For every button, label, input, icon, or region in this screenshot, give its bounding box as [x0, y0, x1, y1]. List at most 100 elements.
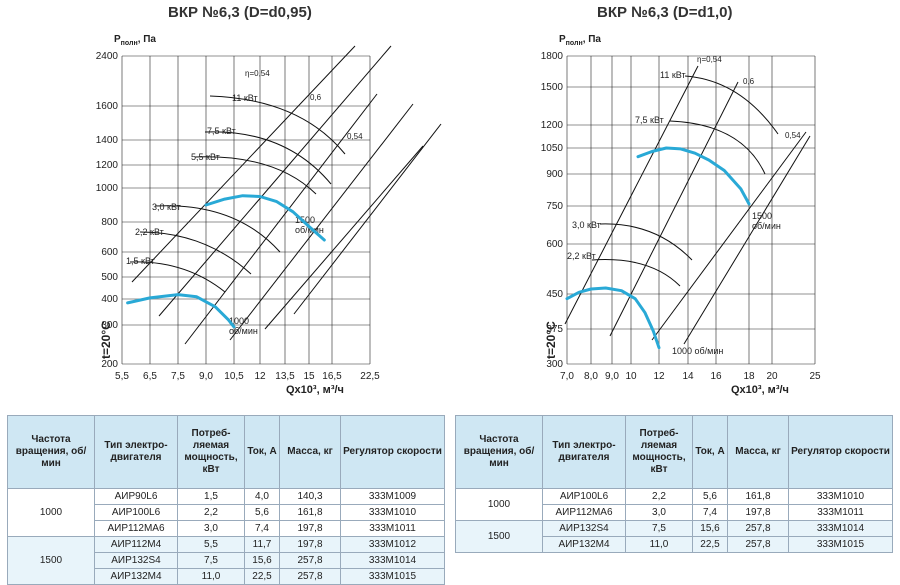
current-cell: 22,5	[244, 568, 280, 585]
regulator-cell: 333М1010	[340, 504, 445, 521]
power-curve	[591, 259, 681, 287]
x-tick-label: 7,0	[560, 371, 574, 382]
power-curve	[154, 205, 281, 253]
x-tick-label: 16,5	[322, 371, 342, 382]
mass-cell: 161,8	[279, 504, 341, 521]
col-header-power: Потреб-ляемая мощность, кВт	[625, 415, 693, 489]
y-tick-label: 600	[101, 247, 118, 258]
table-row: АИР112МА6 3,0 7,4 197,8 333М1011	[456, 504, 893, 521]
motor-cell: АИР112М4	[94, 536, 178, 553]
regulator-cell: 333М1012	[340, 536, 445, 553]
speed-label: об/мин	[752, 221, 781, 231]
regulator-cell: 333М1010	[788, 488, 893, 505]
motor-table-left: Частота вращения, об/мин Тип электро-дви…	[7, 415, 445, 585]
mass-cell: 197,8	[727, 504, 789, 521]
y-tick-label: 400	[101, 294, 118, 305]
power-label: 2,2 кВт	[135, 227, 164, 237]
system-line	[158, 45, 392, 317]
y-tick-label: 800	[101, 217, 118, 228]
power-label: 1,5 кВт	[126, 256, 155, 266]
y-tick-label: 750	[546, 201, 563, 212]
col-header-regulator: Регулятор скорости	[788, 415, 893, 489]
col-header-mass: Масса, кг	[279, 415, 341, 489]
speed-label: 1500	[752, 211, 772, 221]
mass-cell: 257,8	[279, 552, 341, 569]
y-tick-label: 1500	[541, 82, 564, 93]
power-label: 3,0 кВт	[152, 202, 181, 212]
mass-cell: 197,8	[279, 536, 341, 553]
regulator-cell: 333М1011	[340, 520, 445, 537]
speed-label: об/мин	[295, 225, 324, 235]
motor-cell: АИР90L6	[94, 488, 178, 505]
chart-title-left: ВКР №6,3 (D=d0,95)	[168, 4, 312, 21]
power-label: 5,5 кВт	[191, 152, 220, 162]
efficiency-label: 0,6	[310, 93, 322, 102]
table-row: 1500 АИР132S4 7,5 15,6 257,8 333М1014	[455, 520, 893, 553]
y-axis-label: Pполн, Па	[559, 34, 601, 47]
power-label: 11 кВт	[232, 93, 258, 103]
system-line	[184, 93, 378, 345]
speed-label: 1500	[295, 215, 315, 225]
x-tick-label: 18	[743, 371, 755, 382]
system-line	[683, 135, 811, 345]
x-tick-label: 8,0	[584, 371, 598, 382]
y-tick-label: 1200	[96, 160, 119, 171]
x-tick-label: 10	[625, 371, 637, 382]
fan-chart-d095: 240016001400120010008006005004003002005,…	[96, 34, 442, 396]
regulator-cell: 333М1014	[788, 520, 893, 537]
efficiency-label: 0,54	[347, 132, 363, 141]
fan-curve	[126, 293, 236, 329]
speed-cell: 1500	[455, 520, 543, 553]
regulator-cell: 333М1014	[340, 552, 445, 569]
power-cell: 2,2	[177, 504, 245, 521]
x-tick-label: 9,0	[605, 371, 619, 382]
y-tick-label: 1400	[96, 135, 119, 146]
y-tick-label: 450	[546, 289, 563, 300]
mass-cell: 257,8	[727, 536, 789, 553]
power-label: 11 кВт	[660, 70, 686, 80]
power-curve	[599, 223, 693, 261]
table-row: АИР132S4 7,5 15,6 257,8 333М1014	[8, 552, 445, 569]
power-label: 3,0 кВт	[572, 220, 601, 230]
x-tick-label: 25	[809, 371, 821, 382]
speed-cell: 1500	[7, 536, 95, 585]
x-tick-label: 12	[653, 371, 665, 382]
power-curve	[129, 261, 226, 293]
speed-label: 1000 об/мин	[672, 346, 723, 356]
y-tick-label: 2400	[96, 51, 119, 62]
col-header-power: Потреб-ляемая мощность, кВт	[177, 415, 245, 489]
mass-cell: 257,8	[279, 568, 341, 585]
current-cell: 4,0	[244, 488, 280, 505]
power-cell: 11,0	[177, 568, 245, 585]
table-row: АИР100L6 2,2 5,6 161,8 333М1010	[8, 504, 445, 521]
table-row: АИР132М4 11,0 22,5 257,8 333М1015	[456, 536, 893, 553]
x-tick-label: 5,5	[115, 371, 129, 382]
motor-cell: АИР100L6	[94, 504, 178, 521]
current-cell: 7,4	[692, 504, 728, 521]
mass-cell: 257,8	[727, 520, 789, 537]
table-header-row: Частота вращения, об/мин Тип электро-дви…	[455, 415, 893, 489]
x-tick-label: 16	[710, 371, 722, 382]
system-line	[131, 45, 356, 283]
temperature-label: t=20°C	[544, 321, 558, 359]
x-tick-label: 20	[766, 371, 778, 382]
y-tick-label: 600	[546, 239, 563, 250]
efficiency-label: 0,54	[785, 131, 801, 140]
power-curve	[684, 75, 779, 135]
x-axis-label: Qх10³, м³/ч	[286, 384, 344, 396]
motor-table-right: Частота вращения, об/мин Тип электро-дви…	[455, 415, 893, 553]
motor-cell: АИР132S4	[542, 520, 626, 537]
power-cell: 2,2	[625, 488, 693, 505]
col-header-motor: Тип электро-двигателя	[542, 415, 626, 489]
temperature-label: t=20°C	[99, 321, 113, 359]
x-tick-label: 10,5	[224, 371, 244, 382]
power-cell: 11,0	[625, 536, 693, 553]
power-curve	[194, 156, 317, 195]
table-header-row: Частота вращения, об/мин Тип электро-дви…	[7, 415, 445, 489]
y-tick-label: 200	[101, 359, 118, 370]
regulator-cell: 333М1011	[788, 504, 893, 521]
current-cell: 15,6	[692, 520, 728, 537]
x-axis-label: Qх10³, м³/ч	[731, 384, 789, 396]
efficiency-label: 0,6	[743, 77, 755, 86]
regulator-cell: 333М1009	[340, 488, 445, 505]
